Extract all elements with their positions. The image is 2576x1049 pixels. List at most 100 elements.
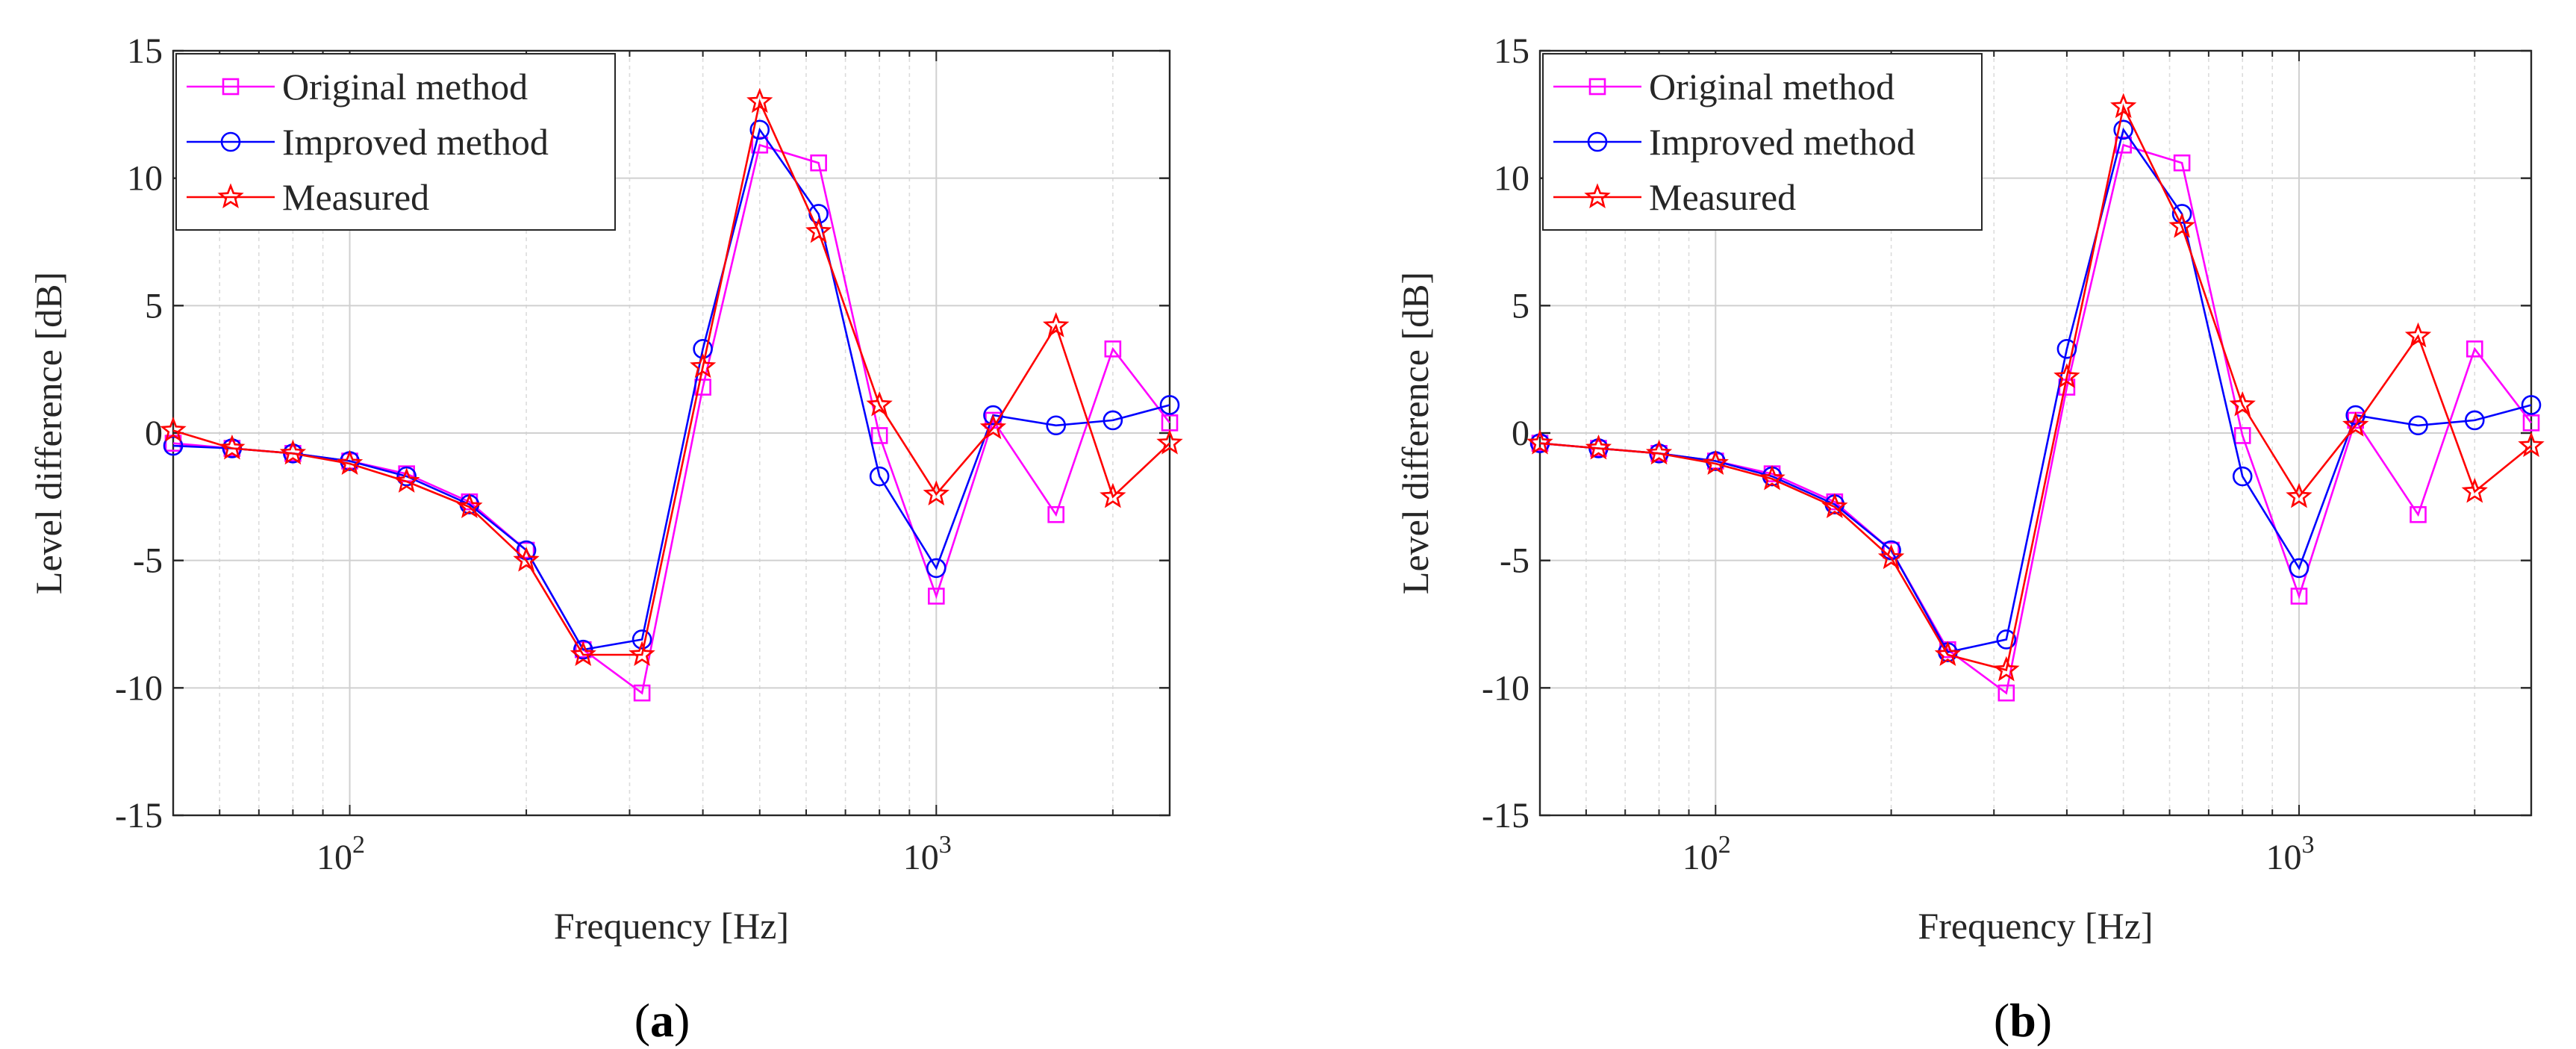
x-axis-label: Frequency [Hz] [554,905,789,947]
data-point [517,541,535,559]
data-point [1046,415,1067,436]
data-point [2464,410,2485,431]
y-tick-label: 5 [1512,286,1529,326]
data-point [1759,464,1786,491]
legend-item: Original method [1553,66,1894,108]
data-point [870,427,888,444]
legend-item: Measured [187,176,429,218]
data-point [336,449,364,475]
data-point [2466,340,2483,358]
y-tick-label: 15 [127,31,163,71]
data-point [979,414,1007,440]
data-point [2056,339,2077,359]
y-axis: -15 -10 -5 0 5 10 15 [115,31,1170,835]
data-point [631,629,652,650]
x-tick-label: 103 [903,831,952,877]
data-point [2410,505,2427,523]
data-point [690,352,717,379]
panel-b: -15 -10 -5 0 5 10 15 102 103 Frequency [Hz] Level … [1394,31,2545,947]
legend-label: Original method [282,66,528,108]
data-point [1996,629,2017,650]
data-point [1934,641,1961,666]
data-point [2229,390,2256,417]
data-point [2522,414,2540,432]
data-point [1100,482,1126,508]
data-point [2404,322,2432,348]
y-tick-label: -10 [115,668,163,708]
data-point [219,434,246,460]
data-point [2290,588,2308,605]
data-point [2408,415,2428,436]
data-point [2173,154,2191,172]
x-tick-label: 102 [1682,831,1731,877]
x-tick-label: 102 [316,831,365,877]
data-point [2521,395,2542,415]
data-point [805,217,832,243]
data-point [633,684,651,702]
data-point [1998,684,2015,702]
data-point [866,390,893,417]
legend-item: Measured [1553,176,1796,218]
data-point [1047,505,1065,523]
data-point [923,480,950,505]
data-point [751,136,769,154]
data-point [393,467,420,493]
data-point [2342,411,2369,437]
legend-marker [1587,131,1608,152]
legend-marker [1588,78,1606,96]
data-point [629,641,655,666]
y-tick-label: 0 [1512,414,1529,453]
legend-marker [222,78,240,96]
legend-label: Measured [1649,176,1796,218]
data-point [2289,558,2310,579]
y-tick-label: -15 [1482,796,1529,835]
data-point [2233,427,2251,444]
y-axis: -15 -10 -5 0 5 10 15 [1482,31,2531,835]
data-point [1645,439,1673,465]
data-point [2461,477,2488,503]
data-point [1159,395,1180,415]
data-point [810,154,827,172]
x-axis: 102 103 [219,51,1114,877]
legend: Original method Improved method Measured [175,53,616,231]
x-axis: 102 103 [1585,51,2476,877]
data-point [1877,544,1905,570]
series-measured [1526,93,2545,682]
x-tick-label: 103 [2265,831,2314,877]
data-point [570,641,596,666]
data-point [1042,312,1070,337]
data-point [163,435,184,456]
legend-marker [1584,183,1611,208]
data-point [1104,340,1122,358]
data-point [1702,449,1729,475]
legend-item: Improved method [1553,121,1915,163]
legend-marker [217,183,244,208]
legend: Original method Improved method Measured [1542,53,1983,231]
legend-label: Improved method [282,121,549,163]
panel-a: -15 -10 -5 0 5 10 15 102 103 Frequency [Hz] Level … [28,31,1183,947]
legend-item: Improved method [187,121,549,163]
data-point [1103,410,1123,431]
data-point [2232,466,2253,487]
data-point [160,417,187,442]
data-point [456,493,483,518]
panel-label-b: (b) [1994,994,2052,1047]
y-tick-label: 15 [1494,31,1529,71]
data-point [1821,493,1848,518]
legend-label: Measured [282,176,429,218]
legend-item: Original method [187,66,528,108]
data-point [2168,212,2195,238]
data-point [279,439,307,465]
y-axis-label: Level difference [dB] [1394,272,1436,594]
series-measured [160,87,1183,666]
data-point [513,547,540,572]
data-point [749,119,770,140]
y-tick-label: -10 [1482,668,1529,708]
panel-label-a: (a) [634,994,690,1047]
legend-label: Improved method [1649,121,1915,163]
y-tick-label: 10 [127,159,163,199]
data-point [2110,93,2137,119]
data-point [746,87,773,113]
data-point [2053,363,2080,388]
